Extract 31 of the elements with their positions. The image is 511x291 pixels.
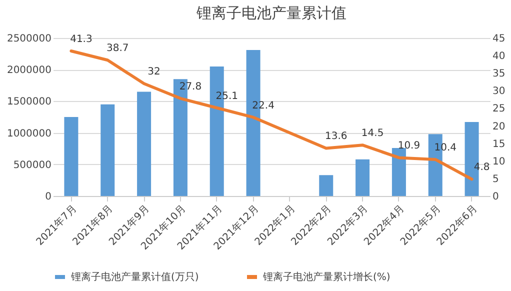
y2-tick-label: 20 <box>492 121 506 132</box>
bar <box>100 104 115 196</box>
y2-tick-label: 25 <box>492 104 506 115</box>
y2-tick-label: 5 <box>492 174 499 185</box>
y-tick-label: 2000000 <box>6 65 52 76</box>
data-label: 32 <box>148 66 160 78</box>
y-tick-label: 500000 <box>13 160 52 171</box>
data-label: 41.3 <box>70 34 92 45</box>
legend-label: 锂离子电池产量累计增长(%) <box>262 271 390 283</box>
data-label: 38.7 <box>106 43 129 54</box>
bar <box>64 117 78 196</box>
data-label: 10.9 <box>398 140 420 152</box>
legend-label: 锂离子电池产量累计值(万只) <box>70 271 199 283</box>
y-tick-label: 1500000 <box>6 96 52 108</box>
y2-tick-label: 30 <box>492 86 506 98</box>
y2-tick-label: 45 <box>492 34 506 44</box>
data-label: 14.5 <box>361 128 384 140</box>
chart-title: 锂离子电池产量累计值 <box>196 4 346 22</box>
y-tick-label: 2500000 <box>6 34 52 44</box>
data-label: 13.6 <box>324 131 348 142</box>
y2-tick-label: 0 <box>492 192 499 202</box>
y-tick-label: 0 <box>45 192 52 202</box>
y2-tick-label: 40 <box>492 51 506 62</box>
y-tick-label: 1000000 <box>6 128 52 140</box>
bar <box>137 92 152 196</box>
bar <box>356 159 370 196</box>
bar <box>319 175 334 196</box>
y2-tick-label: 10 <box>492 156 506 168</box>
y2-tick-label: 35 <box>492 68 506 80</box>
bar <box>392 148 406 196</box>
y2-tick-label: 15 <box>492 138 506 150</box>
